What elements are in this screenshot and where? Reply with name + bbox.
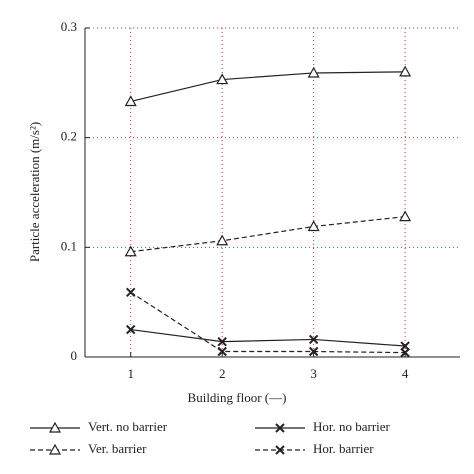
legend-marker	[48, 421, 62, 433]
marker	[308, 346, 319, 357]
marker	[308, 334, 319, 345]
marker	[307, 220, 320, 232]
y-tick-label: 0.2	[61, 129, 77, 144]
marker	[126, 324, 136, 335]
series-line	[130, 328, 406, 347]
legend-marker	[48, 443, 62, 455]
legend-marker	[275, 445, 285, 455]
marker	[217, 346, 227, 357]
x-tick-label: 1	[127, 366, 134, 381]
marker	[307, 66, 320, 78]
y-tick-label: 0	[71, 348, 78, 363]
series-line	[130, 216, 406, 253]
legend-label: Hor. no barrier	[313, 419, 391, 434]
x-tick-label: 4	[402, 366, 409, 381]
legend-label: Hor. barrier	[313, 441, 374, 456]
marker	[216, 234, 229, 246]
legend-marker	[275, 423, 285, 433]
marker	[216, 73, 229, 85]
x-axis-label: Building floor (—)	[188, 390, 287, 405]
series-line	[130, 291, 406, 354]
series-line	[130, 71, 406, 103]
legend-label: Ver. barrier	[88, 441, 147, 456]
marker	[400, 347, 410, 358]
marker	[124, 95, 137, 107]
x-tick-label: 2	[219, 366, 226, 381]
marker	[124, 245, 137, 257]
legend-label: Vert. no barrier	[88, 419, 168, 434]
y-axis-label: Particle acceleration (m/s²)	[27, 122, 42, 262]
y-tick-label: 0.1	[61, 238, 77, 253]
marker	[217, 336, 227, 347]
marker	[399, 210, 412, 222]
y-tick-label: 0.3	[61, 19, 77, 34]
marker	[126, 287, 136, 298]
x-tick-label: 3	[310, 366, 317, 381]
marker	[399, 65, 412, 77]
